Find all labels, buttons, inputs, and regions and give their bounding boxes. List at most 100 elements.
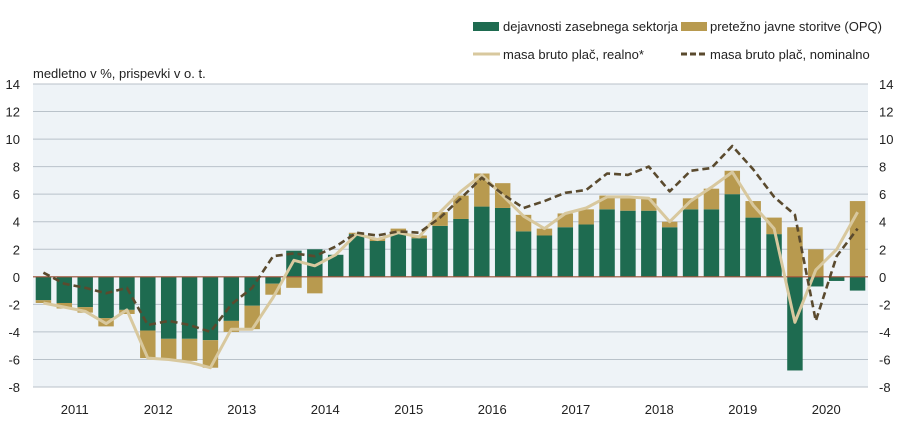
bar-public-services — [390, 228, 407, 233]
bar-private-sector — [411, 238, 427, 277]
bar-private-sector — [724, 194, 741, 277]
y-tick-label-right: 6 — [879, 187, 886, 202]
y-tick-label-right: 14 — [879, 77, 893, 92]
bar-private-sector — [348, 234, 365, 277]
y-axis-left: 14 12 10 8 6 4 2 0 -2 -4 -6 -8 — [6, 77, 20, 395]
y-tick-label-right: 0 — [879, 270, 886, 285]
bar-public-services — [787, 227, 803, 277]
bar-private-sector — [682, 209, 699, 277]
bar-public-services — [578, 209, 594, 225]
bar-private-sector — [661, 227, 678, 277]
x-tick-label-year: 2012 — [144, 402, 173, 417]
lines — [42, 144, 859, 370]
bar-private-sector — [641, 210, 657, 277]
bar-public-services — [745, 201, 761, 218]
bar-private-sector — [599, 209, 615, 277]
legend-item-public: pretežno javne storitve (OPQ) — [681, 19, 882, 34]
x-tick-label-year: 2016 — [478, 402, 507, 417]
y-tick-label-left: 4 — [13, 215, 20, 230]
x-tick-label-year: 2020 — [812, 402, 841, 417]
bar-public-services — [474, 173, 490, 207]
bar-private-sector — [745, 217, 761, 277]
bar-private-sector — [265, 276, 281, 284]
x-tick-label-year: 2011 — [61, 402, 89, 417]
bar-private-sector — [578, 224, 594, 277]
legend-swatch-public — [681, 22, 707, 31]
bar-private-sector — [432, 225, 448, 277]
x-tick-label-year: 2017 — [561, 402, 590, 417]
y-tick-label-left: 0 — [13, 270, 20, 285]
bar-public-services — [661, 221, 678, 228]
bar-private-sector — [77, 276, 93, 308]
bar-public-services — [703, 188, 720, 210]
y-tick-label-left: 14 — [6, 77, 20, 92]
bar-private-sector — [828, 276, 845, 281]
legend-item-private: dejavnosti zasebnega sektorja — [473, 19, 679, 34]
bar-private-sector — [286, 250, 302, 277]
bar-public-services — [536, 228, 553, 236]
bar-private-sector — [119, 276, 135, 310]
bar-private-sector — [140, 276, 156, 331]
x-tick-label-year: 2015 — [394, 402, 423, 417]
y-tick-label-left: -4 — [8, 325, 20, 340]
bar-public-services — [557, 213, 574, 228]
bar-private-sector — [703, 209, 720, 277]
bar-private-sector — [557, 227, 574, 277]
bar-private-sector — [202, 276, 219, 341]
y-tick-label-right: -8 — [879, 380, 891, 395]
bar-public-services — [286, 276, 302, 288]
line-nominal-wage-bill — [42, 144, 859, 334]
y-tick-label-right: 12 — [879, 105, 893, 120]
bar-public-services — [35, 300, 52, 303]
legend: dejavnosti zasebnega sektorja pretežno j… — [473, 19, 882, 62]
bar-private-sector — [453, 218, 469, 277]
bar-public-services — [265, 283, 281, 295]
bar-private-sector — [536, 235, 553, 277]
x-tick-label-year: 2019 — [728, 402, 757, 417]
plot-background — [33, 84, 868, 387]
y-tick-label-right: -6 — [879, 352, 891, 367]
y-axis-right: 14 12 10 8 6 4 2 0 -2 -4 -6 -8 — [879, 77, 893, 395]
bar-private-sector — [244, 276, 260, 306]
bar-public-services — [202, 340, 219, 368]
legend-label-real: masa bruto plač, realno* — [503, 47, 644, 62]
legend-item-real: masa bruto plač, realno* — [473, 47, 644, 62]
line-real-wage-bill — [43, 170, 859, 370]
y-tick-label-right: 4 — [879, 215, 886, 230]
bar-private-sector — [327, 254, 344, 277]
bar-private-sector — [849, 276, 866, 291]
y-tick-label-left: -6 — [8, 352, 20, 367]
bar-public-services — [808, 249, 824, 277]
y-tick-label-right: 2 — [879, 242, 886, 257]
bar-public-services — [244, 305, 260, 330]
y-tick-label-left: 6 — [13, 187, 20, 202]
bar-public-services — [223, 320, 240, 332]
bar-private-sector — [181, 276, 198, 339]
y-tick-label-left: 8 — [13, 160, 20, 175]
x-tick-label-year: 2013 — [227, 402, 256, 417]
y-tick-label-left: 10 — [6, 132, 20, 147]
bar-private-sector — [390, 232, 407, 277]
legend-label-private: dejavnosti zasebnega sektorja — [503, 19, 679, 34]
bar-private-sector — [515, 231, 532, 277]
bar-public-services — [766, 217, 782, 235]
bar-public-services — [620, 198, 636, 211]
y-tick-label-right: 10 — [879, 132, 893, 147]
y-axis-unit-label: medletno v %, prispevki v o. t. — [33, 66, 206, 81]
bar-private-sector — [160, 276, 177, 339]
bars — [35, 170, 866, 371]
y-tick-label-left: -8 — [8, 380, 20, 395]
x-tick-label-year: 2018 — [645, 402, 674, 417]
y-tick-label-left: -2 — [8, 297, 20, 312]
y-tick-label-right: -4 — [879, 325, 891, 340]
bar-private-sector — [35, 276, 52, 301]
x-tick-label-year: 2014 — [311, 402, 340, 417]
bar-private-sector — [620, 210, 636, 277]
bar-public-services — [682, 198, 699, 210]
bar-private-sector — [474, 206, 490, 277]
bar-private-sector — [98, 276, 114, 319]
y-tick-label-right: 8 — [879, 160, 886, 175]
y-tick-label-right: -2 — [879, 297, 891, 312]
y-tick-label-left: 12 — [6, 105, 20, 120]
